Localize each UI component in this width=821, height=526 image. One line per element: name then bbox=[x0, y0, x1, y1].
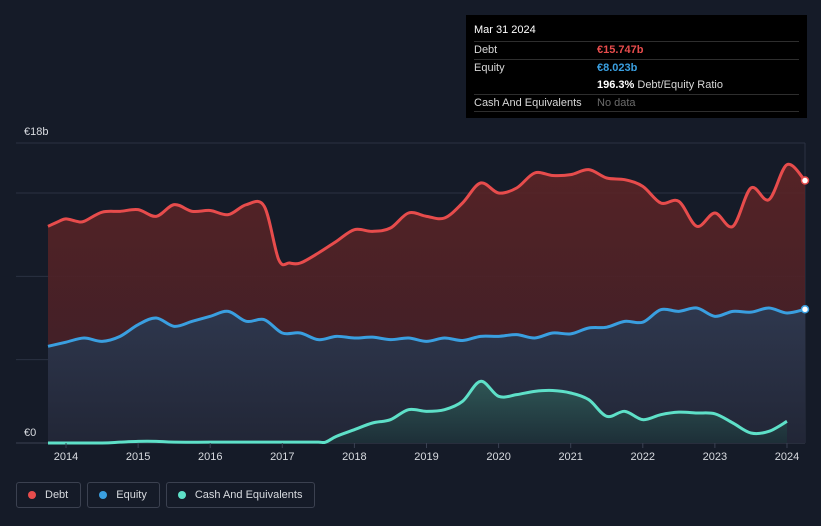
area-cash-and-equivalents bbox=[48, 381, 787, 444]
legend: Debt Equity Cash And Equivalents bbox=[16, 482, 316, 508]
series-lines bbox=[47, 162, 807, 445]
end-marker-equity bbox=[800, 305, 810, 314]
legend-label-equity: Equity bbox=[116, 489, 147, 501]
x-tick-label: 2018 bbox=[342, 451, 366, 463]
tooltip-equity-label: Equity bbox=[474, 61, 505, 74]
line-cash-and-equivalents bbox=[48, 379, 788, 445]
legend-dot-debt bbox=[28, 491, 36, 499]
tooltip-equity-value: €8.023b bbox=[597, 61, 638, 74]
tooltip-row-ratio: 196.3% Debt/Equity Ratio bbox=[474, 76, 799, 94]
line-debt bbox=[47, 162, 807, 267]
line-equity bbox=[47, 306, 806, 348]
x-axis: 2014 2015 2016 2017 2018 2019 2020 2021 2022 2023… bbox=[54, 443, 799, 463]
x-tick-label: 2014 bbox=[54, 451, 78, 463]
tooltip-cash-label: Cash And Equivalents bbox=[474, 96, 582, 109]
legend-item-equity[interactable]: Equity bbox=[87, 482, 160, 508]
legend-dot-cash bbox=[177, 491, 186, 499]
legend-item-cash[interactable]: Cash And Equivalents bbox=[165, 482, 316, 508]
x-tick-label: 2022 bbox=[631, 451, 655, 463]
x-tick-label: 2024 bbox=[775, 451, 799, 463]
y-tick-label-top: €18b bbox=[24, 126, 48, 138]
x-tick-label: 2020 bbox=[486, 451, 510, 463]
tooltip: Mar 31 2024 Debt €15.747b Equity €8.023b… bbox=[466, 15, 807, 118]
tooltip-row-debt: Debt €15.747b bbox=[474, 41, 799, 59]
tooltip-debt-label: Debt bbox=[474, 44, 498, 56]
tooltip-date: Mar 31 2024 bbox=[474, 24, 536, 36]
legend-label-cash: Cash And Equivalents bbox=[194, 489, 303, 501]
x-tick-label: 2021 bbox=[558, 451, 582, 463]
x-tick-label: 2023 bbox=[703, 451, 727, 463]
series-areas bbox=[48, 164, 805, 444]
tooltip-debt-value: €15.747b bbox=[597, 44, 644, 56]
end-markers bbox=[800, 176, 810, 314]
tooltip-ratio-label: Debt/Equity Ratio bbox=[637, 79, 723, 91]
end-marker-debt bbox=[800, 176, 810, 185]
x-tick-label: 2016 bbox=[198, 451, 222, 463]
tooltip-row-cash: Cash And Equivalents No data bbox=[474, 93, 799, 112]
legend-item-debt[interactable]: Debt bbox=[16, 482, 82, 508]
tooltip-row-equity: Equity €8.023b bbox=[474, 58, 799, 77]
x-tick-label: 2019 bbox=[414, 451, 438, 463]
y-tick-label-bottom: €0 bbox=[24, 427, 36, 439]
x-tick-label: 2015 bbox=[126, 451, 150, 463]
tooltip-cash-value: No data bbox=[597, 96, 636, 109]
legend-dot-equity bbox=[99, 491, 108, 499]
legend-label-debt: Debt bbox=[45, 489, 69, 501]
tooltip-ratio-value: 196.3% bbox=[597, 79, 635, 91]
x-tick-label: 2017 bbox=[270, 451, 294, 463]
area-equity bbox=[48, 307, 805, 443]
